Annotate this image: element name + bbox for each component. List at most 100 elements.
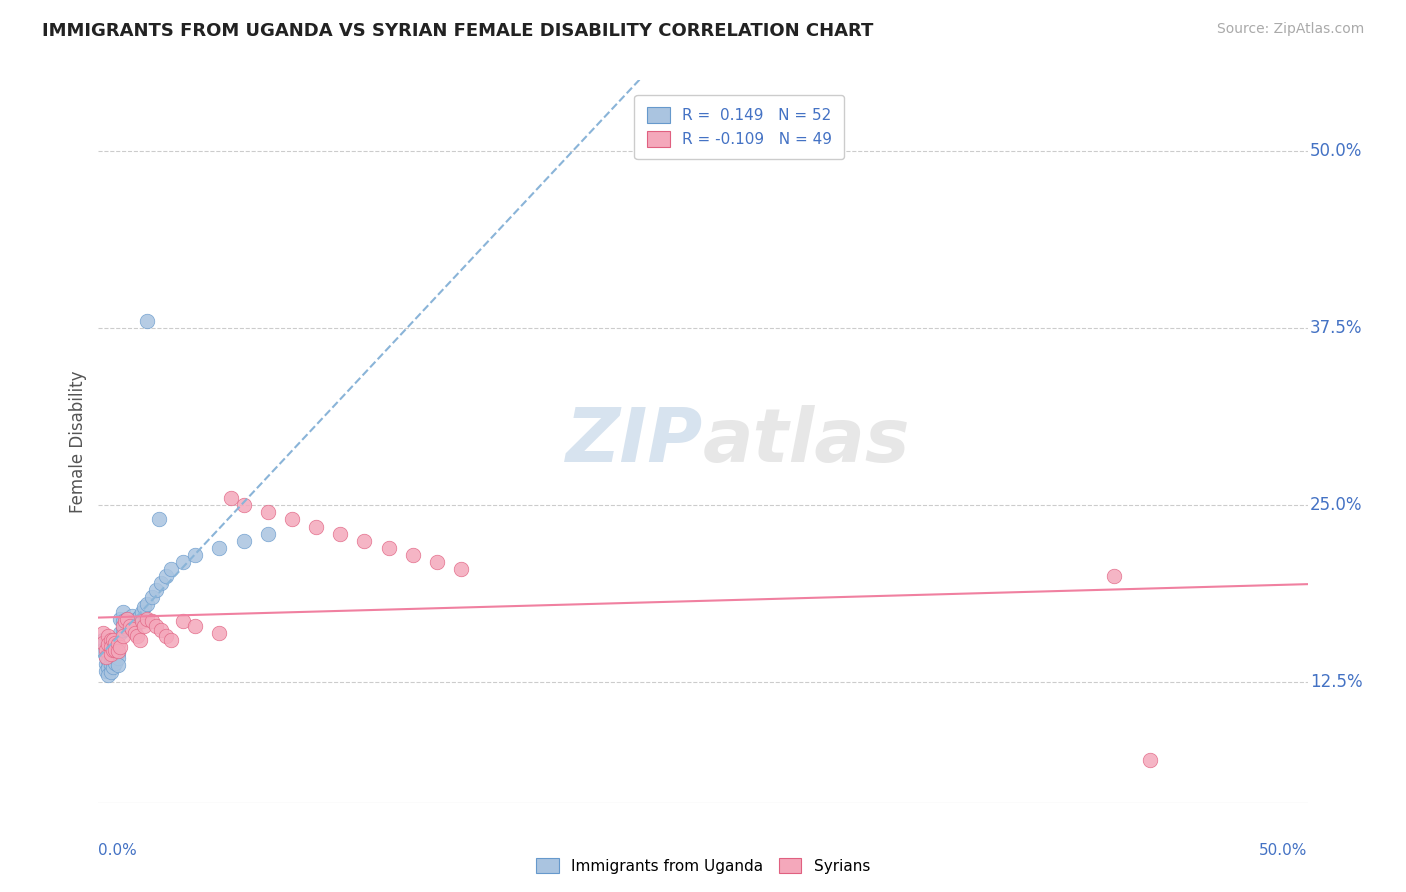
Point (100, 640, 122, 654)
Point (107, 651, 129, 665)
Point (184, 548, 207, 562)
Point (91, 632, 114, 647)
Point (111, 605, 134, 619)
Point (150, 623, 173, 637)
Point (104, 656, 127, 670)
Text: Source: ZipAtlas.com: Source: ZipAtlas.com (1216, 22, 1364, 37)
Point (91, 636, 114, 650)
Legend: Immigrants from Uganda, Syrians: Immigrants from Uganda, Syrians (530, 852, 876, 880)
Point (172, 615, 194, 629)
Point (100, 637, 122, 651)
Point (135, 612, 157, 626)
Text: 0.0%: 0.0% (98, 843, 138, 857)
Point (377, 541, 399, 555)
Point (135, 314, 157, 328)
Point (184, 618, 207, 632)
Point (111, 615, 134, 629)
Point (145, 618, 167, 632)
Point (172, 555, 194, 569)
Point (100, 647, 122, 661)
Point (329, 526, 352, 541)
Point (111, 629, 134, 643)
Point (256, 505, 278, 519)
Y-axis label: Female Disability: Female Disability (69, 370, 87, 513)
Legend: R =  0.149   N = 52, R = -0.109   N = 49: R = 0.149 N = 52, R = -0.109 N = 49 (634, 95, 844, 159)
Text: 25.0%: 25.0% (1310, 496, 1362, 515)
Point (127, 629, 149, 643)
Point (94, 657, 117, 671)
Point (117, 612, 139, 626)
Text: 50.0%: 50.0% (1310, 142, 1362, 161)
Point (111, 623, 134, 637)
Point (426, 555, 449, 569)
Point (232, 498, 254, 512)
Point (107, 658, 129, 673)
Point (128, 608, 150, 623)
Point (1102, 569, 1125, 583)
Point (134, 618, 156, 632)
Point (104, 642, 127, 657)
Point (97, 647, 120, 661)
Point (155, 569, 177, 583)
Point (100, 658, 122, 673)
Point (155, 629, 177, 643)
Point (131, 605, 153, 619)
Text: IMMIGRANTS FROM UGANDA VS SYRIAN FEMALE DISABILITY CORRELATION CHART: IMMIGRANTS FROM UGANDA VS SYRIAN FEMALE … (42, 22, 873, 40)
Point (281, 512, 304, 526)
Point (208, 625, 231, 640)
Point (107, 637, 129, 651)
Point (108, 625, 131, 640)
Point (100, 644, 122, 658)
Point (118, 618, 141, 632)
Point (100, 651, 122, 665)
Point (128, 632, 150, 647)
Point (94, 642, 117, 657)
Point (108, 640, 131, 654)
Point (148, 512, 170, 526)
Point (100, 632, 122, 647)
Point (305, 519, 328, 533)
Point (111, 618, 134, 632)
Text: 37.5%: 37.5% (1310, 319, 1362, 337)
Point (208, 541, 231, 555)
Point (104, 636, 127, 650)
Text: atlas: atlas (703, 405, 911, 478)
Point (114, 618, 136, 632)
Point (101, 642, 124, 657)
Point (101, 632, 124, 647)
Point (104, 642, 127, 657)
Point (100, 665, 122, 680)
Point (127, 612, 149, 626)
Point (117, 612, 139, 626)
Point (97, 668, 120, 682)
Text: 12.5%: 12.5% (1310, 673, 1362, 691)
Point (141, 615, 163, 629)
Point (101, 653, 124, 667)
Point (160, 562, 183, 576)
Point (221, 491, 243, 506)
Text: 50.0%: 50.0% (1260, 843, 1308, 857)
Point (124, 618, 146, 632)
Point (121, 622, 143, 636)
Point (97, 661, 120, 675)
Point (101, 660, 124, 674)
Point (118, 615, 141, 629)
Point (91, 642, 114, 657)
Point (107, 644, 129, 658)
Point (107, 646, 129, 660)
Point (94, 649, 117, 664)
Point (134, 600, 156, 615)
Point (402, 548, 425, 562)
Point (94, 649, 117, 664)
Point (117, 622, 139, 636)
Text: ZIP: ZIP (565, 405, 703, 478)
Point (150, 576, 173, 591)
Point (141, 591, 163, 605)
Point (131, 615, 153, 629)
Point (104, 648, 127, 663)
Point (97, 629, 120, 643)
Point (101, 646, 124, 660)
Point (121, 608, 143, 623)
Point (97, 637, 120, 651)
Point (97, 654, 120, 668)
